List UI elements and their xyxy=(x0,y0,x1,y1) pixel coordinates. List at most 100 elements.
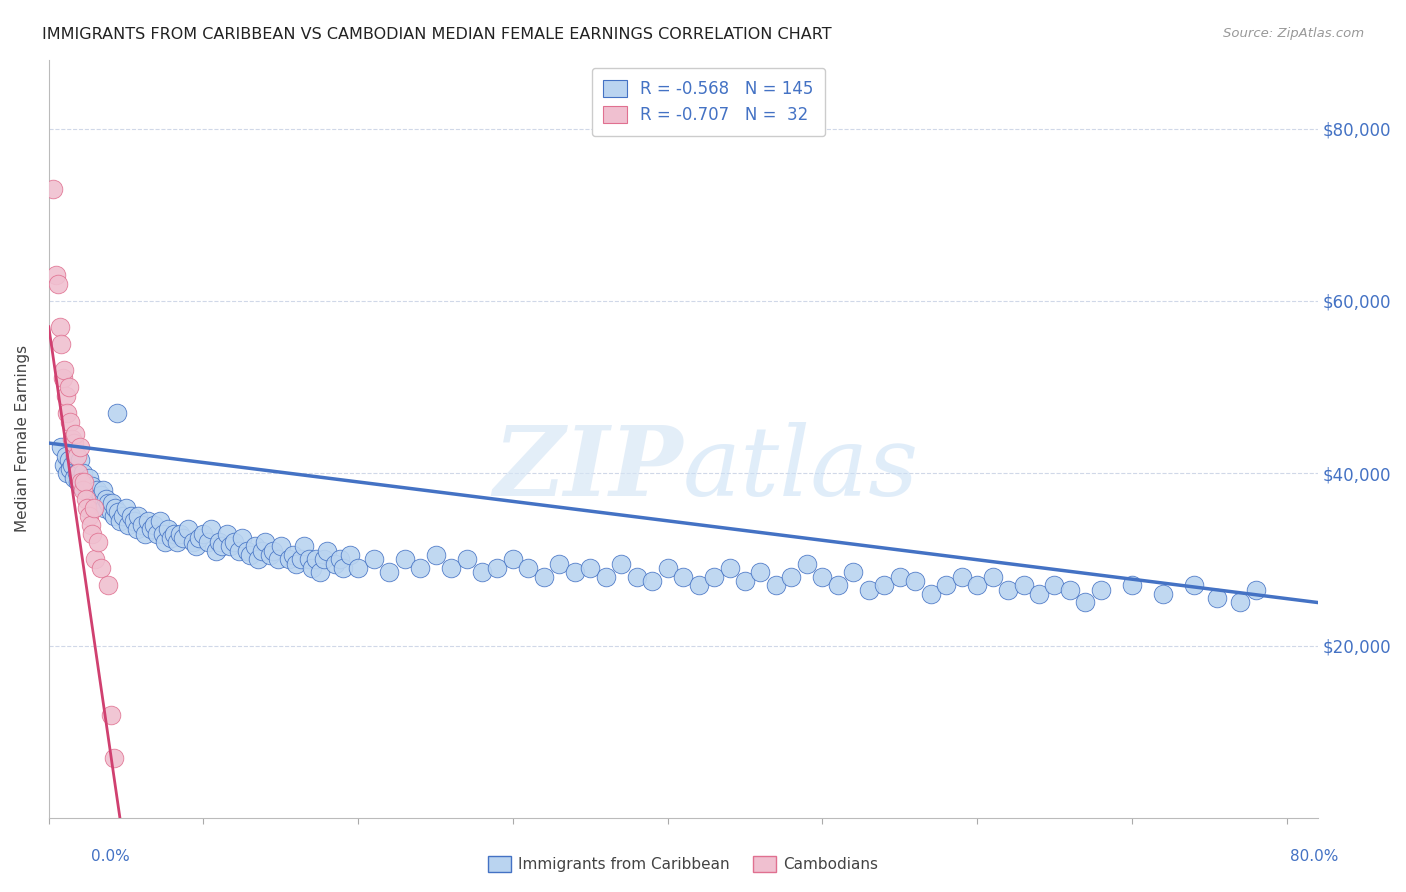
Point xyxy=(425,548,447,562)
Point xyxy=(104,500,127,515)
Point xyxy=(117,517,139,532)
Point xyxy=(49,337,72,351)
Point xyxy=(1182,578,1205,592)
Point xyxy=(1074,595,1097,609)
Point xyxy=(65,449,87,463)
Point xyxy=(1244,582,1267,597)
Point xyxy=(1152,587,1174,601)
Point xyxy=(277,552,299,566)
Text: 0.0%: 0.0% xyxy=(91,849,131,863)
Point xyxy=(84,492,107,507)
Point xyxy=(108,514,131,528)
Point xyxy=(67,475,90,489)
Point xyxy=(394,552,416,566)
Point xyxy=(579,561,602,575)
Point xyxy=(69,453,91,467)
Point xyxy=(564,566,586,580)
Point xyxy=(103,750,125,764)
Point xyxy=(347,561,370,575)
Point xyxy=(172,531,194,545)
Point xyxy=(63,449,86,463)
Point xyxy=(58,453,80,467)
Point xyxy=(134,526,156,541)
Point xyxy=(96,578,118,592)
Point xyxy=(42,182,65,196)
Point xyxy=(254,535,277,549)
Point xyxy=(100,505,122,519)
Point xyxy=(456,552,478,566)
Point xyxy=(76,500,98,515)
Point xyxy=(107,505,129,519)
Point xyxy=(67,467,90,481)
Point xyxy=(703,569,725,583)
Point xyxy=(1059,582,1081,597)
Point xyxy=(314,552,336,566)
Point xyxy=(262,543,284,558)
Point xyxy=(308,566,330,580)
Point xyxy=(200,522,222,536)
Y-axis label: Median Female Earnings: Median Female Earnings xyxy=(15,345,30,533)
Point xyxy=(139,522,162,536)
Point xyxy=(749,566,772,580)
Point xyxy=(143,517,166,532)
Point xyxy=(63,427,86,442)
Point xyxy=(60,432,83,446)
Point xyxy=(187,531,209,545)
Point xyxy=(259,548,281,562)
Point xyxy=(84,552,107,566)
Point xyxy=(70,479,93,493)
Point xyxy=(153,535,176,549)
Point xyxy=(298,552,321,566)
Point xyxy=(502,552,524,566)
Point xyxy=(873,578,896,592)
Point xyxy=(842,566,865,580)
Point xyxy=(672,569,695,583)
Point xyxy=(409,561,432,575)
Point xyxy=(90,561,112,575)
Point xyxy=(53,458,76,472)
Point xyxy=(91,483,114,498)
Point xyxy=(440,561,463,575)
Point xyxy=(827,578,849,592)
Point xyxy=(215,526,238,541)
Point xyxy=(193,526,215,541)
Point xyxy=(471,566,494,580)
Point xyxy=(181,535,204,549)
Point xyxy=(149,514,172,528)
Point xyxy=(65,467,87,481)
Point xyxy=(935,578,957,592)
Point xyxy=(177,522,200,536)
Point xyxy=(595,569,617,583)
Point xyxy=(76,483,98,498)
Point xyxy=(56,467,79,481)
Point xyxy=(136,514,159,528)
Point xyxy=(53,363,76,377)
Point xyxy=(323,557,346,571)
Point xyxy=(100,707,122,722)
Point xyxy=(59,415,82,429)
Point xyxy=(79,488,101,502)
Point xyxy=(610,557,633,571)
Point xyxy=(239,548,262,562)
Point xyxy=(52,371,75,385)
Point xyxy=(101,496,124,510)
Point xyxy=(45,268,67,282)
Point xyxy=(146,526,169,541)
Point xyxy=(305,552,328,566)
Point xyxy=(858,582,880,597)
Point xyxy=(205,543,228,558)
Point xyxy=(169,526,191,541)
Point xyxy=(211,540,233,554)
Point xyxy=(292,540,315,554)
Point xyxy=(125,522,148,536)
Point xyxy=(688,578,710,592)
Point xyxy=(86,483,108,498)
Point xyxy=(83,500,105,515)
Point xyxy=(122,514,145,528)
Point xyxy=(103,509,125,524)
Point xyxy=(1121,578,1143,592)
Point xyxy=(641,574,664,588)
Point xyxy=(128,509,150,524)
Point xyxy=(267,552,290,566)
Point xyxy=(184,540,207,554)
